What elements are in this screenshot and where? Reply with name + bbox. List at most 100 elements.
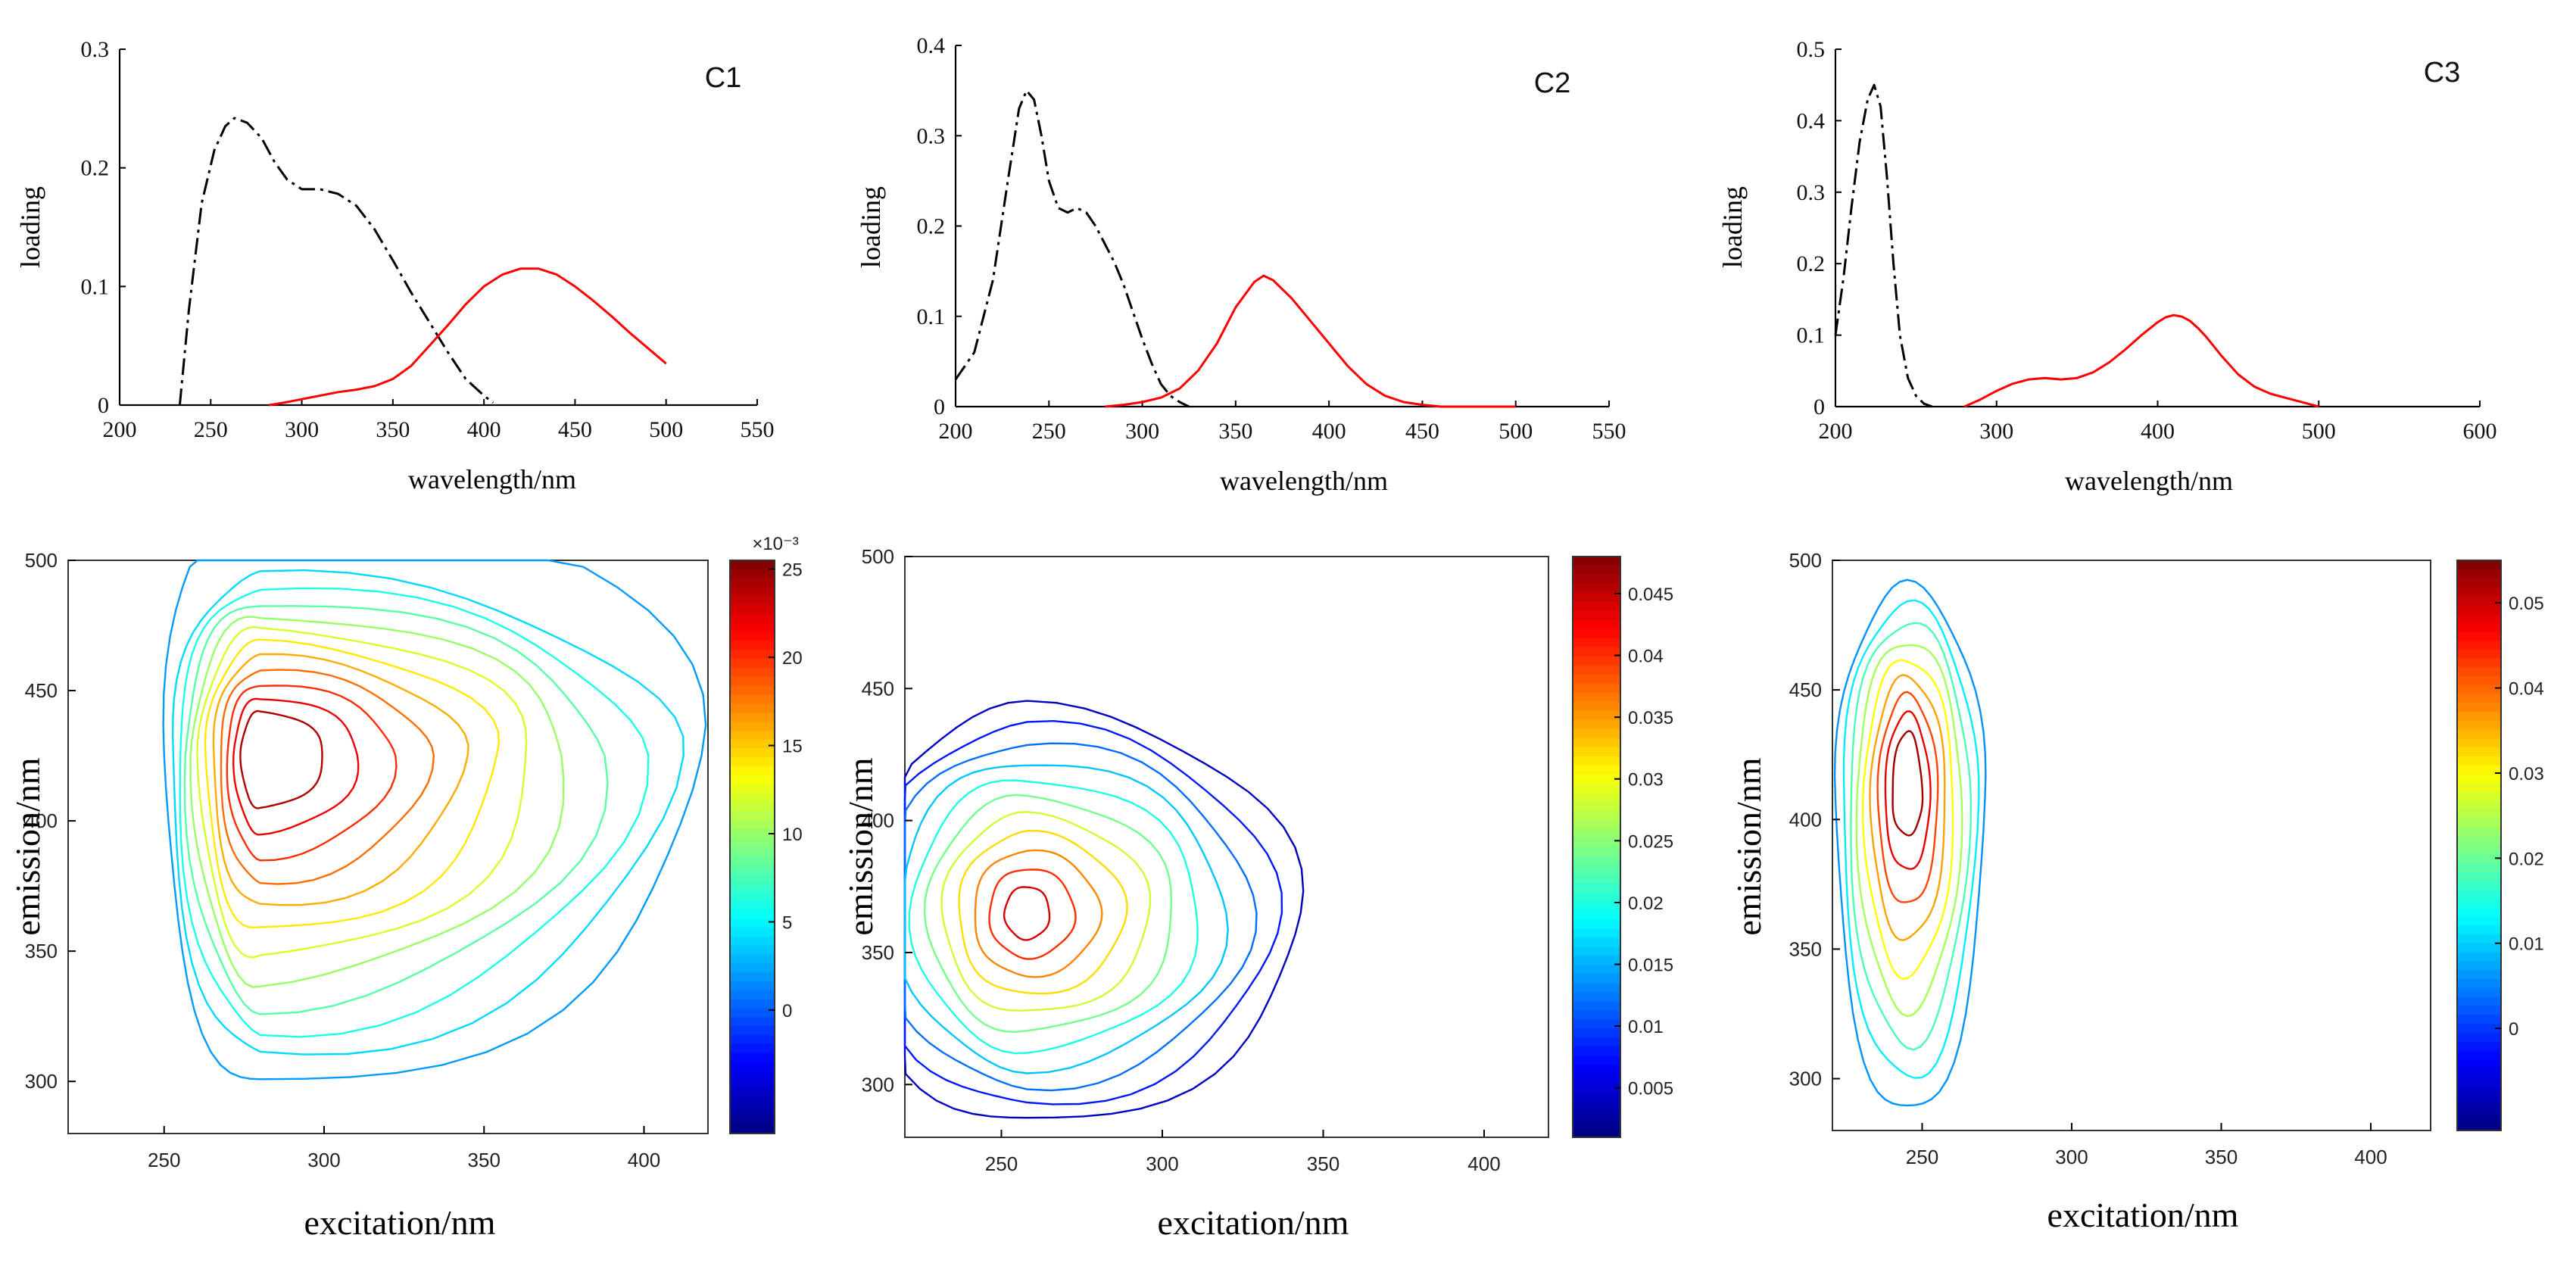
y-tick-label: 450 — [25, 679, 58, 702]
colorbar-tick-label: 0.04 — [1628, 647, 1664, 667]
colorbar-frame — [2456, 560, 2502, 1131]
colorbar-segment — [2457, 1006, 2501, 1015]
colorbar-segment — [730, 775, 775, 785]
colorbar-segment — [1573, 974, 1620, 984]
x-tick-label: 400 — [2354, 1146, 2387, 1168]
x-tick-label: 400 — [628, 1149, 660, 1171]
y-tick-label: 300 — [1789, 1068, 1822, 1090]
contour-level-line — [923, 794, 1173, 1034]
y-axis-label: emission/nm — [841, 757, 880, 935]
colorbar-tick-label: 0.015 — [1628, 956, 1673, 976]
colorbar-segment — [1573, 719, 1620, 730]
colorbar-segment — [2457, 783, 2501, 793]
colorbar-segment — [1573, 1074, 1620, 1084]
colorbar-tick-label: 0 — [782, 1001, 792, 1021]
colorbar-segment — [2457, 774, 2501, 784]
colorbar-segment — [1573, 1046, 1620, 1056]
colorbar-exponent-label: ×10⁻³ — [752, 534, 798, 554]
colorbar-segment — [730, 981, 775, 991]
x-axis-label: wavelength/nm — [408, 464, 576, 494]
y-axis-label: loading — [1717, 186, 1748, 268]
y-tick-label: 350 — [25, 940, 58, 962]
colorbar-segment — [2457, 765, 2501, 775]
colorbar-segment — [1573, 928, 1620, 938]
colorbar-segment — [2457, 729, 2501, 739]
colorbar-segment — [1573, 1092, 1620, 1102]
x-tick-label: 400 — [1312, 419, 1346, 444]
colorbar-segment — [730, 990, 775, 1000]
contour-level-line — [189, 616, 565, 988]
colorbar-segment — [730, 1106, 775, 1116]
colorbar-segment — [730, 837, 775, 848]
colorbar-segment — [1573, 883, 1620, 893]
colorbar-segment — [730, 802, 775, 812]
colorbar-segment — [2457, 685, 2501, 695]
colorbar-segment — [730, 918, 775, 928]
colorbar-segment — [2457, 934, 2501, 944]
colorbar-segment — [2457, 667, 2501, 677]
colorbar-segment — [730, 748, 775, 758]
colorbar-segment — [2457, 863, 2501, 873]
colorbar-segment — [2457, 819, 2501, 828]
emission-series-line — [269, 267, 667, 407]
x-tick-label: 250 — [148, 1149, 180, 1171]
y-tick-label: 0.1 — [81, 274, 110, 299]
colorbar-tick-label: 0.01 — [1628, 1017, 1664, 1037]
excitation-series-line — [178, 117, 494, 406]
colorbar-segment — [2457, 1041, 2501, 1051]
colorbar-tick-label: 0.02 — [2509, 849, 2544, 869]
y-tick-label: 400 — [1789, 808, 1822, 831]
colorbar-tick-label: 0.02 — [1628, 893, 1664, 914]
colorbar-segment — [2457, 996, 2501, 1006]
colorbar-segment — [1573, 919, 1620, 929]
colorbar-segment — [1573, 901, 1620, 911]
y-tick-label: 0.5 — [1797, 37, 1826, 62]
colorbar-tick-label: 25 — [782, 560, 803, 581]
contour-level-line — [1884, 710, 1932, 870]
colorbar-segment — [730, 1052, 775, 1062]
colorbar-segment — [1573, 601, 1620, 612]
colorbar-segment — [730, 730, 775, 741]
colorbar-segment — [1573, 656, 1620, 666]
x-tick-label: 400 — [1467, 1152, 1500, 1175]
c2-contour-panel: 250 300 350 400 300 350 400 450 500 excitation/nm… — [841, 545, 1673, 1242]
colorbar-tick-label: 0 — [2509, 1019, 2518, 1040]
emission-series-line — [1105, 274, 1516, 408]
c1-spectra-panel: 200 250 300 350 400 450 500 550 0 0.1 0.2 0.3 wavele… — [15, 37, 775, 494]
colorbar-segment — [730, 569, 775, 579]
colorbar-segment — [2457, 578, 2501, 588]
colorbar-segment — [730, 659, 775, 669]
colorbar-segment — [1573, 946, 1620, 956]
colorbar-segment — [1573, 819, 1620, 830]
colorbar-segment — [1573, 628, 1620, 639]
colorbar-segment — [2457, 675, 2501, 686]
colorbar-segment — [1573, 674, 1620, 685]
colorbar-tick-label: 0.045 — [1628, 585, 1673, 605]
colorbar-segment — [730, 667, 775, 678]
contour-level-line — [1891, 730, 1924, 837]
colorbar-tick-label: 0.03 — [2509, 764, 2544, 784]
colorbar-segment — [730, 757, 775, 767]
x-tick-label: 300 — [2055, 1146, 2088, 1168]
contour-level-line — [226, 685, 398, 862]
colorbar-segment — [1573, 1001, 1620, 1011]
colorbar-segment — [730, 766, 775, 776]
colorbar: 0 0.01 0.02 0.03 0.04 0.05 — [2456, 560, 2544, 1131]
colorbar-segment — [2457, 970, 2501, 980]
colorbar-segment — [730, 1034, 775, 1045]
x-tick-label: 550 — [741, 417, 775, 442]
colorbar-segment — [730, 632, 775, 642]
x-tick-label: 450 — [558, 417, 592, 442]
colorbar-tick-label: 0.005 — [1628, 1079, 1673, 1099]
colorbar-segment — [1573, 592, 1620, 603]
contour-level-line — [958, 829, 1128, 995]
colorbar-segment — [730, 945, 775, 956]
colorbar-segment — [1573, 1019, 1620, 1029]
colorbar-segment — [2457, 1086, 2501, 1096]
colorbar-segment — [730, 1088, 775, 1099]
colorbar-segment — [1573, 828, 1620, 839]
colorbar-segment — [730, 865, 775, 875]
colorbar-segment — [730, 587, 775, 597]
colorbar-segment — [2457, 881, 2501, 890]
